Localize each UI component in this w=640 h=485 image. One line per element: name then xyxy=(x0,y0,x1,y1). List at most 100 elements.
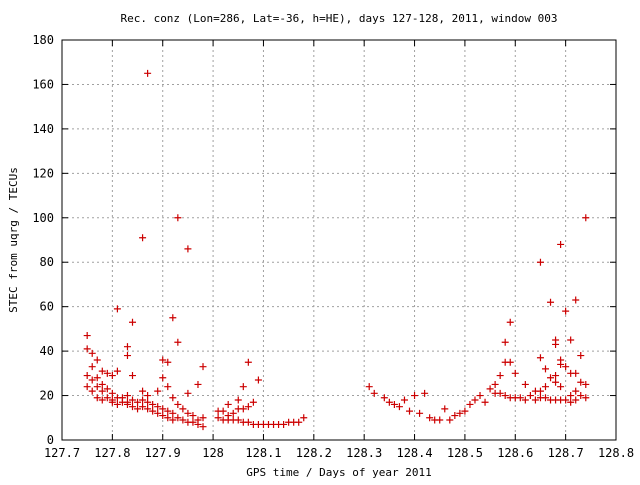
data-point-marker xyxy=(526,392,534,400)
data-point-marker xyxy=(83,332,91,340)
data-point-marker xyxy=(562,307,570,315)
data-point-marker xyxy=(139,234,147,242)
data-point-marker xyxy=(149,400,157,408)
data-point-marker xyxy=(390,400,398,408)
data-point-marker xyxy=(506,358,514,366)
y-tick-label: 0 xyxy=(47,433,54,447)
data-point-marker xyxy=(541,394,549,402)
data-point-marker xyxy=(562,363,570,371)
data-point-marker xyxy=(184,409,192,417)
data-point-marker xyxy=(400,396,408,404)
data-point-marker xyxy=(506,318,514,326)
data-point-marker xyxy=(169,409,177,417)
y-tick-label: 80 xyxy=(40,255,54,269)
data-point-marker xyxy=(179,405,187,413)
data-point-marker xyxy=(244,418,252,426)
data-point-marker xyxy=(199,363,207,371)
y-tick-label: 60 xyxy=(40,300,54,314)
grid-lines xyxy=(62,40,616,440)
data-point-marker xyxy=(481,398,489,406)
data-point-marker xyxy=(501,392,509,400)
data-point-marker xyxy=(154,409,162,417)
data-point-marker xyxy=(139,387,147,395)
x-tick-label: 128.2 xyxy=(296,446,332,460)
data-point-marker xyxy=(164,358,172,366)
data-point-marker xyxy=(103,394,111,402)
data-point-marker xyxy=(249,398,257,406)
data-point-marker xyxy=(83,383,91,391)
data-point-marker xyxy=(98,387,106,395)
data-point-marker xyxy=(154,403,162,411)
data-point-marker xyxy=(194,380,202,388)
data-point-marker xyxy=(93,383,101,391)
data-point-marker xyxy=(113,400,121,408)
data-point-marker xyxy=(421,389,429,397)
data-point-marker xyxy=(466,400,474,408)
x-tick-label: 128.3 xyxy=(346,446,382,460)
data-point-marker xyxy=(103,369,111,377)
y-tick-label: 100 xyxy=(32,211,54,225)
data-point-marker xyxy=(451,412,459,420)
data-point-marker xyxy=(129,372,137,380)
data-point-marker xyxy=(416,409,424,417)
x-tick-label: 128.5 xyxy=(447,446,483,460)
data-point-marker xyxy=(300,414,308,422)
x-tick-label: 128.1 xyxy=(245,446,281,460)
data-point-marker xyxy=(244,358,252,366)
data-point-marker xyxy=(395,403,403,411)
data-point-marker xyxy=(572,296,580,304)
data-point-marker xyxy=(441,405,449,413)
chart-title: Rec. conz (Lon=286, Lat=-36, h=HE), days… xyxy=(120,12,557,25)
data-point-marker xyxy=(239,383,247,391)
data-point-marker xyxy=(93,374,101,382)
data-point-marker xyxy=(169,416,177,424)
data-point-marker xyxy=(108,398,116,406)
data-point-marker xyxy=(219,407,227,415)
x-tick-label: 128 xyxy=(202,446,224,460)
data-point-marker xyxy=(98,380,106,388)
data-point-marker xyxy=(406,407,414,415)
data-point-marker xyxy=(476,392,484,400)
data-point-marker xyxy=(536,387,544,395)
data-point-marker xyxy=(456,409,464,417)
data-point-marker xyxy=(214,414,222,422)
data-point-marker xyxy=(144,398,152,406)
data-point-marker xyxy=(521,380,529,388)
data-point-marker xyxy=(103,385,111,393)
data-point-marker xyxy=(295,418,303,426)
data-point-marker xyxy=(557,240,565,248)
y-tick-label: 120 xyxy=(32,166,54,180)
data-point-marker xyxy=(471,396,479,404)
data-point-marker xyxy=(123,400,131,408)
data-point-marker xyxy=(123,392,131,400)
x-tick-label: 127.8 xyxy=(94,446,130,460)
data-point-marker xyxy=(521,396,529,404)
data-point-marker xyxy=(159,356,167,364)
data-point-marker xyxy=(113,305,121,313)
data-point-marker xyxy=(129,396,137,404)
data-point-marker xyxy=(501,338,509,346)
data-point-marker xyxy=(536,258,544,266)
x-tick-label: 127.9 xyxy=(145,446,181,460)
data-point-marker xyxy=(567,398,575,406)
data-point-marker xyxy=(365,383,373,391)
data-point-marker xyxy=(244,403,252,411)
x-tick-label: 127.7 xyxy=(44,446,80,460)
data-point-marker xyxy=(547,298,555,306)
data-point-marker xyxy=(159,405,167,413)
data-point-marker xyxy=(572,387,580,395)
data-point-marker xyxy=(164,407,172,415)
data-point-marker xyxy=(113,367,121,375)
data-point-marker xyxy=(436,416,444,424)
data-point-marker xyxy=(572,369,580,377)
data-point-marker xyxy=(149,407,157,415)
data-point-marker xyxy=(446,416,454,424)
data-point-marker xyxy=(199,423,207,431)
data-point-marker xyxy=(189,412,197,420)
data-point-marker xyxy=(184,389,192,397)
data-point-marker xyxy=(552,340,560,348)
x-axis-label: GPS time / Days of year 2011 xyxy=(246,466,431,479)
